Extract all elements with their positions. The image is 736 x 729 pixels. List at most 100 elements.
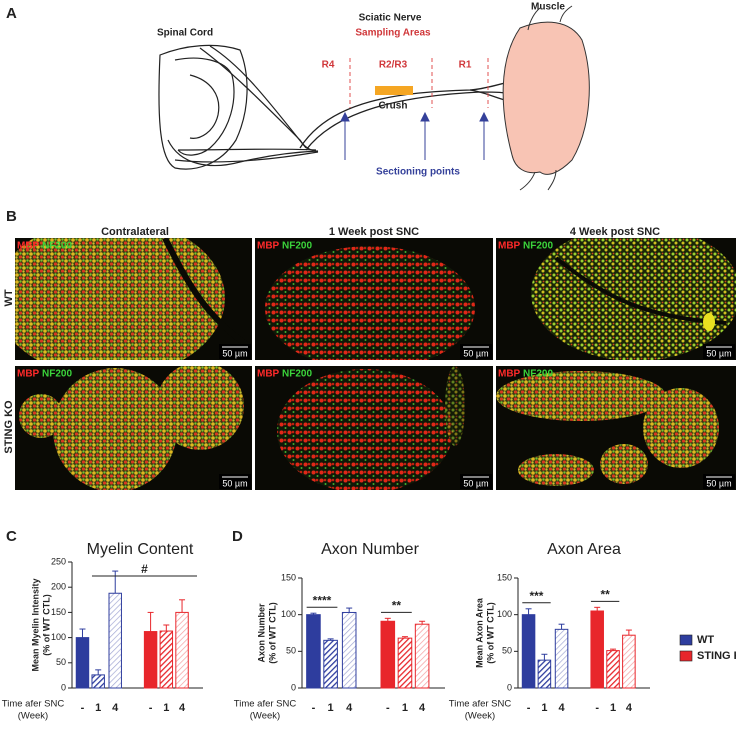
scale-label: 50 µm — [463, 348, 488, 358]
x-tick-label: - — [149, 702, 153, 714]
x-tick-label: 1 — [163, 702, 169, 714]
x-axis-label: (Week) — [250, 711, 280, 722]
column-header: 1 Week post SNC — [329, 226, 419, 238]
scale-box — [460, 344, 492, 359]
y-axis-label: Mean Myelin Intensity — [30, 578, 40, 671]
y-tick-label: 0 — [61, 682, 66, 692]
stain-label: MBP — [498, 369, 521, 380]
x-tick-label: - — [81, 702, 85, 714]
bar — [175, 611, 189, 689]
y-tick-label: 150 — [497, 572, 512, 582]
scale-label: 50 µm — [706, 348, 731, 358]
chart-title: Myelin Content — [87, 541, 194, 558]
y-axis-label: (% of WT CTL) — [41, 594, 51, 655]
label: Muscle — [531, 2, 565, 13]
y-tick-label: 100 — [281, 609, 296, 619]
y-axis-label: Mean Axon Area — [474, 597, 484, 668]
chart-title: Axon Area — [547, 541, 621, 558]
bar — [380, 620, 396, 689]
micrograph — [255, 238, 493, 360]
significance-label: **** — [313, 593, 332, 607]
x-axis-label: (Week) — [465, 711, 495, 722]
y-tick-label: 0 — [291, 682, 296, 692]
region-label: R4 — [322, 60, 335, 71]
bar — [341, 611, 357, 689]
row-header: STING KO — [3, 400, 15, 454]
stain-label: MBP — [17, 241, 40, 252]
x-tick-label: 4 — [346, 702, 353, 714]
scale-box — [460, 474, 492, 489]
stain-label: NF200 — [523, 241, 553, 252]
significance-label: ** — [392, 599, 402, 613]
stain-label: NF200 — [42, 241, 72, 252]
scale-label: 50 µm — [463, 478, 488, 488]
region-label: R2/R3 — [379, 60, 408, 71]
y-tick-label: 50 — [502, 646, 512, 656]
chart-title: Axon Number — [321, 541, 419, 558]
scale-box — [219, 344, 251, 359]
x-tick-label: 4 — [626, 702, 633, 714]
y-tick-label: 100 — [51, 632, 66, 642]
bar — [159, 630, 174, 689]
bar — [554, 628, 569, 689]
sectioning-arrows — [340, 111, 489, 160]
x-tick-label: 1 — [610, 702, 616, 714]
bar — [91, 674, 105, 689]
scale-box — [703, 344, 735, 359]
x-axis-label: (Week) — [18, 711, 48, 722]
x-axis-label: Time afer SNC — [2, 699, 65, 710]
x-axis-label: Time afer SNC — [449, 699, 512, 710]
y-axis-label: (% of WT CTL) — [485, 602, 495, 663]
label: Sciatic Nerve — [359, 13, 422, 24]
legend-swatch — [679, 634, 693, 646]
x-tick-label: - — [527, 702, 531, 714]
x-axis-label: Time afer SNC — [234, 699, 297, 710]
x-tick-label: 1 — [541, 702, 547, 714]
micrograph — [15, 366, 252, 490]
bar — [143, 631, 158, 689]
label: Sectioning points — [376, 167, 460, 178]
significance-label: # — [141, 562, 148, 576]
y-tick-label: 150 — [51, 607, 66, 617]
scale-label: 50 µm — [706, 478, 731, 488]
stain-label: MBP — [17, 369, 40, 380]
panel-b: B Contralateral 1 Week post SNC 4 Week p… — [3, 208, 736, 490]
x-tick-label: 1 — [328, 702, 334, 714]
bar — [414, 623, 430, 689]
bar — [75, 637, 90, 689]
x-tick-label: - — [386, 702, 390, 714]
y-tick-label: 50 — [56, 657, 66, 667]
micrograph — [15, 238, 252, 360]
micrograph — [255, 366, 493, 490]
y-tick-label: 100 — [497, 609, 512, 619]
tendon-drawing — [519, 5, 573, 191]
region-label: R1 — [459, 60, 472, 71]
panel-label: A — [6, 5, 17, 22]
label: Spinal Cord — [157, 28, 213, 39]
x-tick-label: - — [312, 702, 316, 714]
x-tick-label: - — [595, 702, 599, 714]
y-tick-label: 0 — [507, 682, 512, 692]
row-header: WT — [3, 289, 15, 306]
micrograph — [496, 238, 736, 360]
stain-label: NF200 — [282, 241, 312, 252]
crush-site — [375, 86, 413, 95]
scale-label: 50 µm — [222, 478, 247, 488]
x-tick-label: 1 — [402, 702, 408, 714]
muscle-drawing — [502, 21, 590, 175]
scale-box — [703, 474, 735, 489]
legend-label: WT — [697, 634, 714, 646]
x-tick-label: 4 — [419, 702, 426, 714]
y-axis-label: (% of WT CTL) — [267, 602, 277, 663]
legend-label: STING KO — [697, 650, 736, 662]
bar — [306, 614, 321, 689]
panel-a: A Spinal Cord Sciatic Nerve — [6, 2, 590, 191]
x-tick-label: 4 — [558, 702, 565, 714]
column-header: 4 Week post SNC — [570, 226, 660, 238]
stain-label: NF200 — [282, 369, 312, 380]
y-axis-label: Axon Number — [256, 603, 266, 663]
stain-label: MBP — [257, 241, 280, 252]
scale-label: 50 µm — [222, 348, 247, 358]
x-tick-label: 4 — [179, 702, 186, 714]
y-tick-label: 250 — [51, 556, 66, 566]
